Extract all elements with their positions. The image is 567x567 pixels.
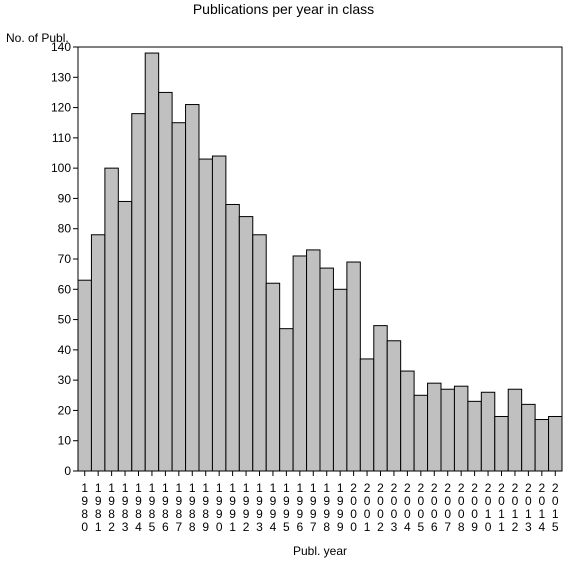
y-tick-label-90: 90 <box>58 191 72 205</box>
bar-1993 <box>252 234 267 472</box>
y-tick-label-110: 110 <box>52 131 71 145</box>
y-tick-label-140: 140 <box>51 40 71 54</box>
chart-title: Publications per year in class <box>192 1 375 17</box>
bar-2000 <box>346 261 361 472</box>
bar-2013 <box>521 403 536 472</box>
y-tick-label-20: 20 <box>58 403 72 417</box>
bar-2001 <box>359 358 375 472</box>
bar-1998 <box>319 267 334 472</box>
bar-2008 <box>453 385 469 472</box>
bar-1997 <box>306 249 321 472</box>
y-tick-label-40: 40 <box>58 343 72 357</box>
y-tick-label-60: 60 <box>58 282 72 296</box>
bar-2014 <box>534 419 550 472</box>
y-tick-label-70: 70 <box>58 252 72 266</box>
y-tick-label-80: 80 <box>58 222 72 236</box>
y-tick-label-0: 0 <box>64 464 71 478</box>
y-tick-label-10: 10 <box>58 434 72 448</box>
x-axis-label: Publ. year <box>292 544 348 558</box>
bar-1995 <box>279 328 294 472</box>
bar-1983 <box>117 200 133 472</box>
bar-2010 <box>480 391 496 472</box>
y-tick-label-100: 100 <box>51 161 71 175</box>
bar-1996 <box>292 255 308 472</box>
y-tick-label-30: 30 <box>58 373 72 387</box>
y-tick-label-130: 130 <box>51 70 71 84</box>
bar-1991 <box>225 203 240 472</box>
bar-2003 <box>386 340 402 472</box>
bar-1992 <box>238 216 254 472</box>
bar-1994 <box>265 282 281 472</box>
bar-1990 <box>211 155 227 472</box>
bar-1988 <box>185 104 200 472</box>
bar-1982 <box>104 167 119 472</box>
bar-1986 <box>158 91 173 472</box>
bar-1981 <box>90 234 106 472</box>
y-tick-label-50: 50 <box>58 313 72 327</box>
bar-2011 <box>494 415 509 472</box>
y-axis-label: No. of Publ. <box>6 31 69 45</box>
bar-2015 <box>548 415 563 472</box>
bar-1980 <box>77 279 92 472</box>
bar-2004 <box>400 370 415 472</box>
bar-2002 <box>373 325 388 472</box>
bar-1984 <box>131 113 146 472</box>
bar-1987 <box>171 122 187 472</box>
bar-2005 <box>413 394 429 472</box>
bar-1985 <box>144 52 160 472</box>
bar-2007 <box>440 388 455 472</box>
bar-2009 <box>467 400 482 472</box>
y-tick-label-120: 120 <box>51 101 71 115</box>
bar-2006 <box>427 382 442 472</box>
bar-1989 <box>198 158 213 472</box>
bar-1999 <box>332 288 348 472</box>
bar-2012 <box>507 388 523 472</box>
